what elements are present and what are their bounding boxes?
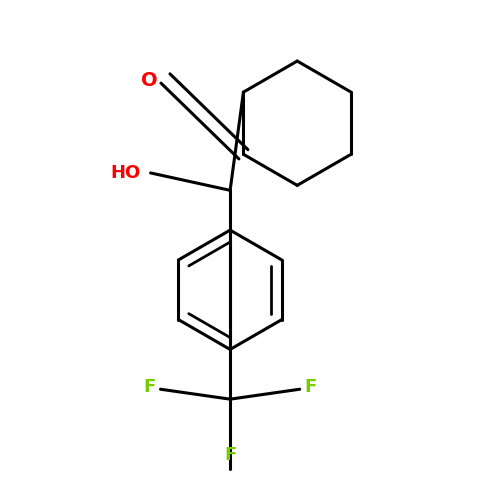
Text: O: O [142, 72, 158, 90]
Text: F: F [304, 378, 317, 396]
Text: HO: HO [110, 164, 140, 182]
Text: F: F [144, 378, 156, 396]
Text: F: F [224, 446, 236, 464]
